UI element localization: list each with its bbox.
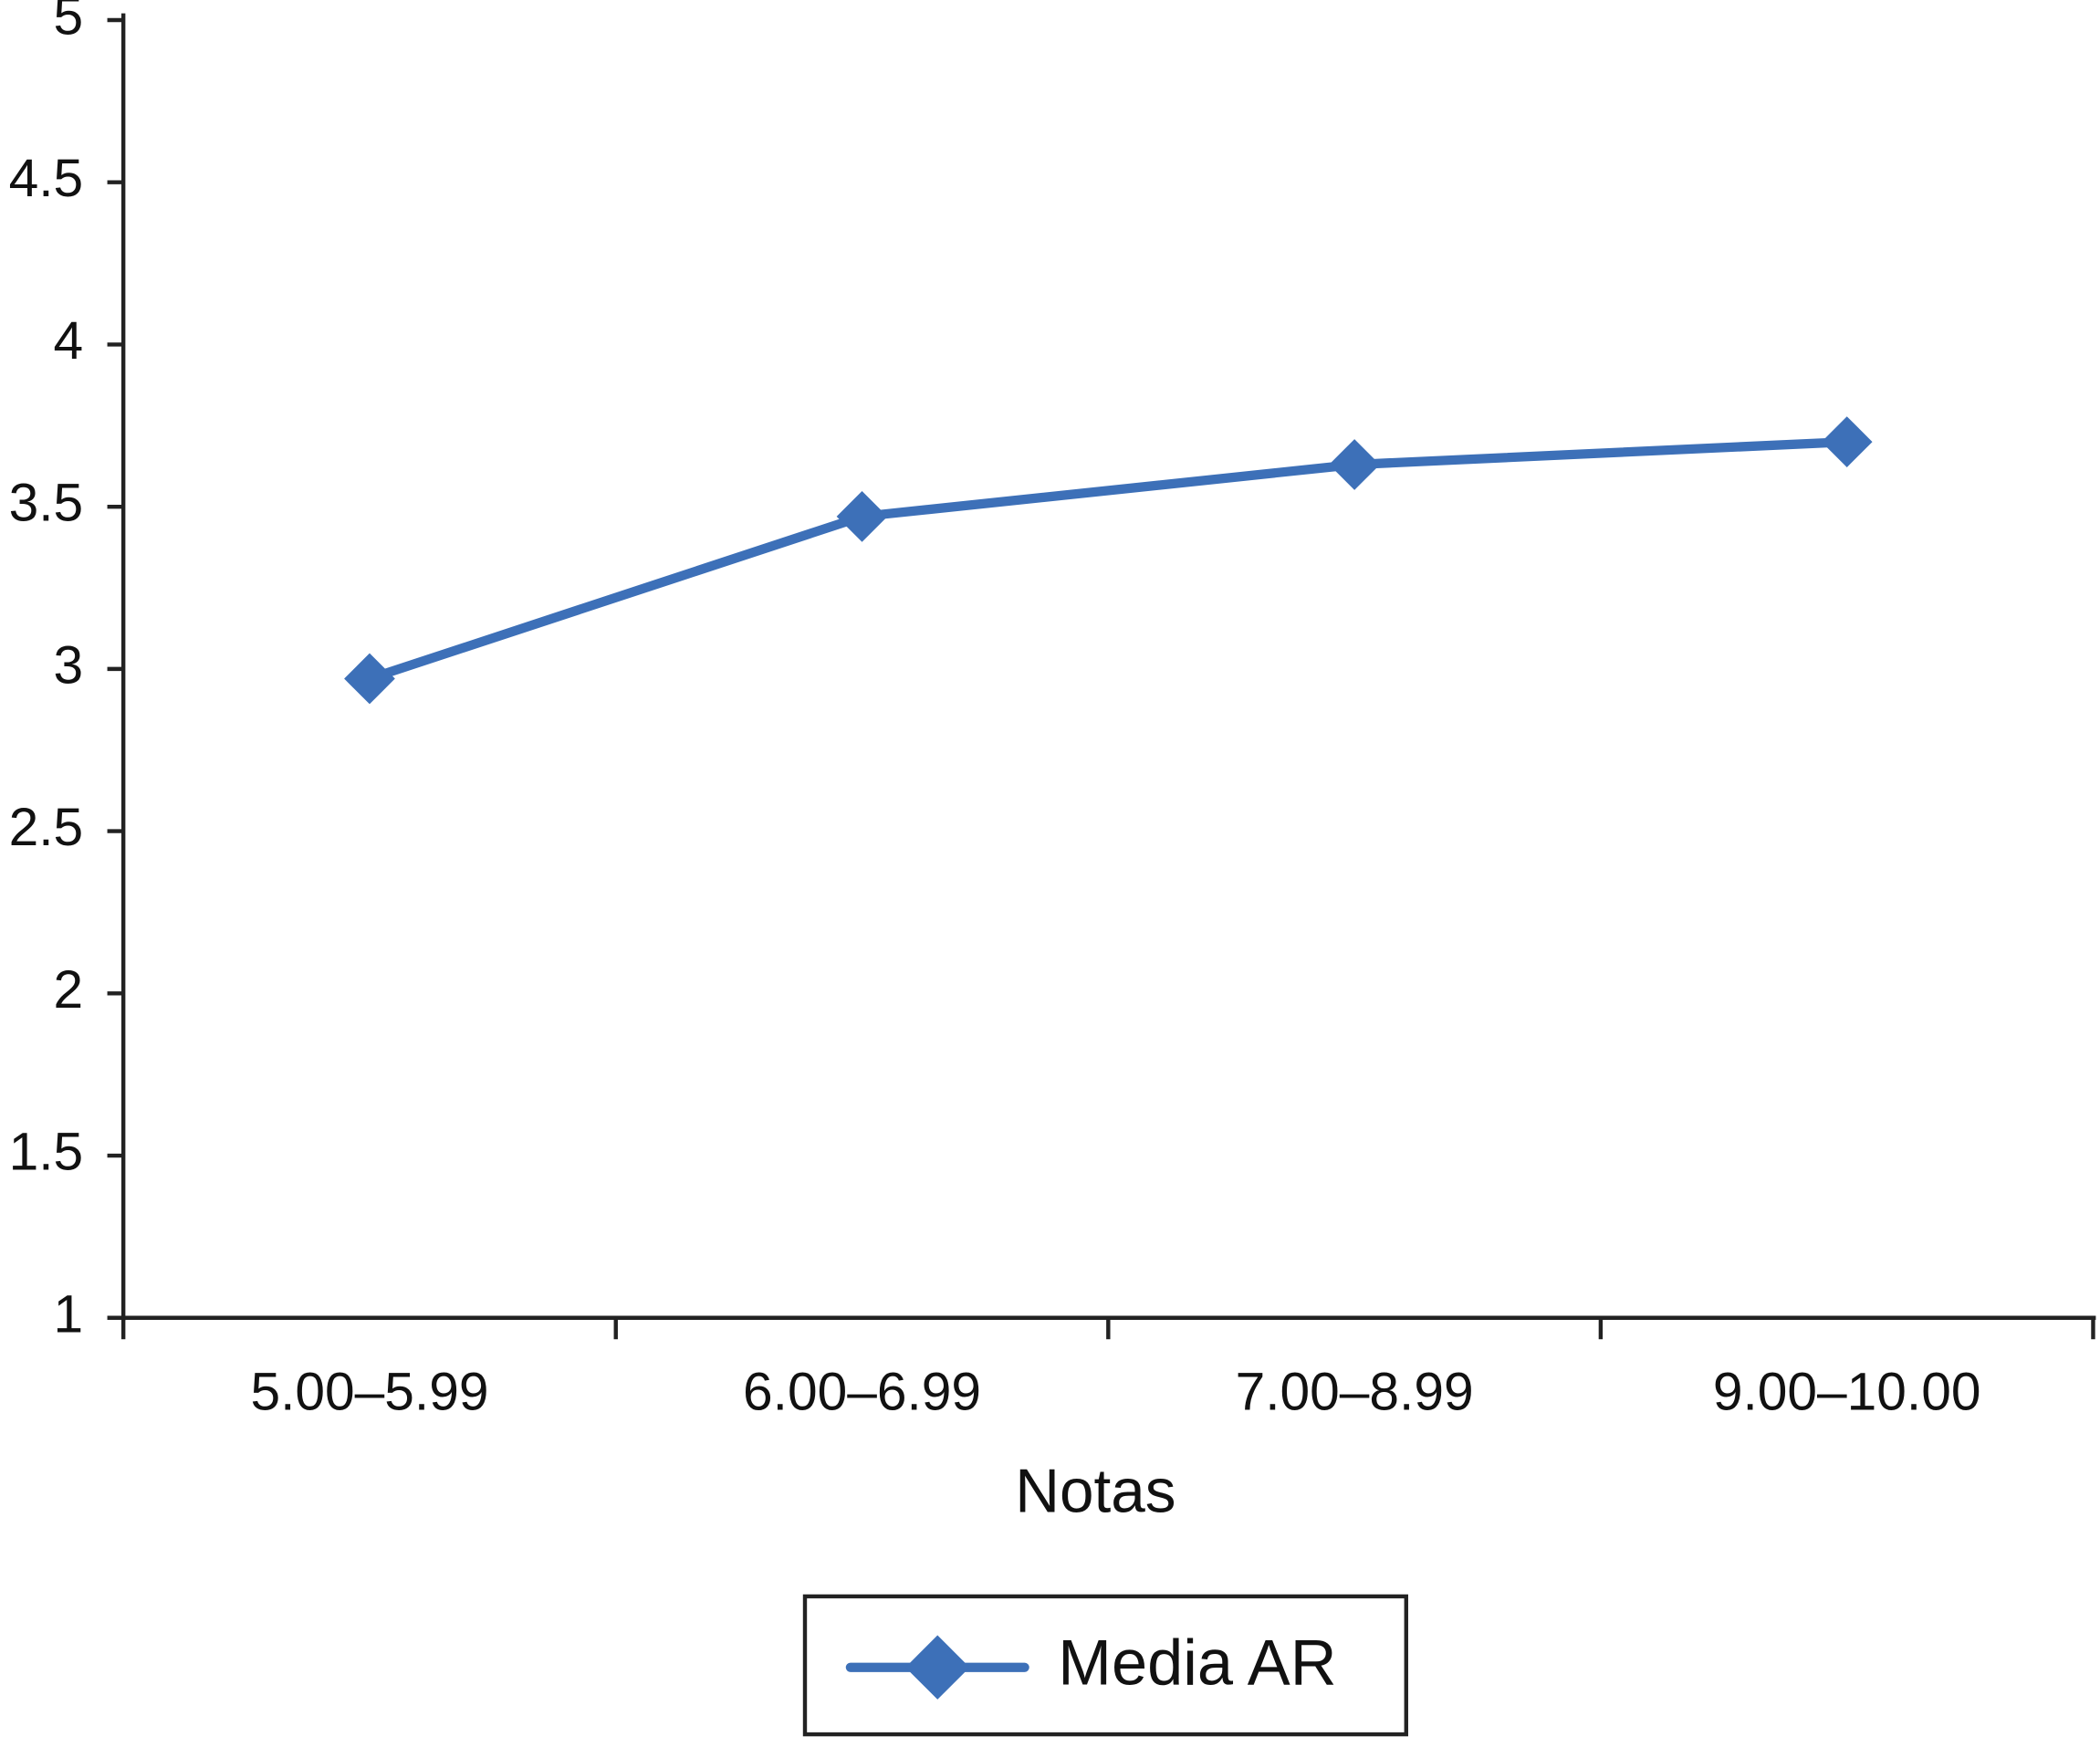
- x-tick-label: 6.00–6.99: [743, 1362, 981, 1421]
- point-marker: [1821, 416, 1873, 467]
- y-tick-label: 3: [54, 635, 84, 695]
- y-tick-label: 4.5: [9, 149, 84, 208]
- legend-box: [802, 1594, 1408, 1737]
- y-tick-label: 1.5: [9, 1123, 84, 1182]
- point-marker: [1329, 439, 1380, 490]
- legend-label: Media AR: [1058, 1626, 1336, 1698]
- legend-marker: [905, 1635, 970, 1700]
- y-tick-label: 3.5: [9, 474, 84, 533]
- x-tick-label: 9.00–10.00: [1713, 1362, 1981, 1421]
- y-tick-label: 1: [54, 1284, 84, 1344]
- y-tick-label: 2.5: [9, 798, 84, 857]
- point-marker: [344, 653, 395, 705]
- x-tick-label: 7.00–8.99: [1236, 1362, 1474, 1421]
- x-tick-label: 5.00–5.99: [250, 1362, 488, 1421]
- y-tick-label: 4: [54, 311, 84, 371]
- y-tick-label: 2: [54, 960, 84, 1020]
- point-marker: [836, 490, 888, 542]
- x-axis-label: Notas: [1015, 1458, 1175, 1526]
- series-line: [368, 436, 1847, 684]
- y-tick-label: 5: [54, 0, 84, 47]
